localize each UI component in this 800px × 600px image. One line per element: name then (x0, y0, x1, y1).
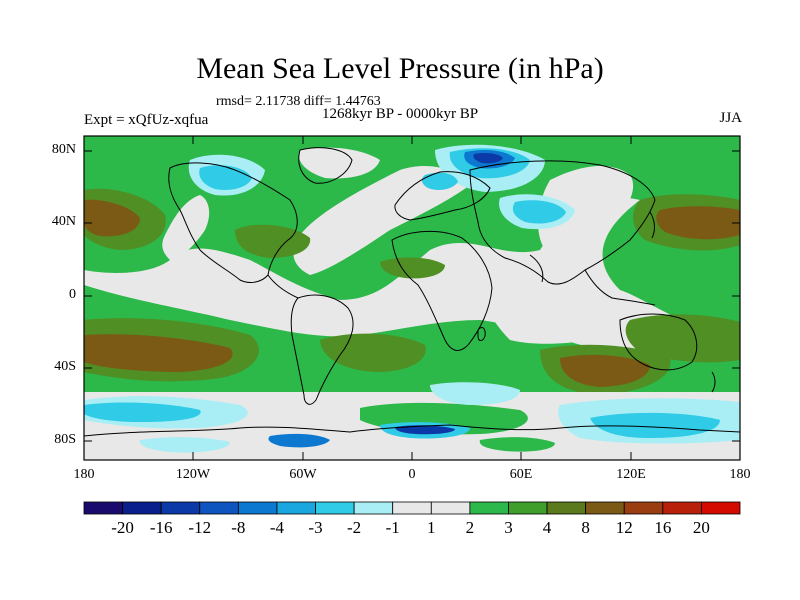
axis-ticks (84, 136, 740, 460)
field-olive-s-atlantic (320, 333, 426, 372)
season-label: JJA (719, 110, 742, 126)
field-cyan-south-west (84, 402, 201, 422)
pressure-field (84, 136, 740, 460)
field-brown-w-pacific (656, 206, 740, 240)
colorbar-box (508, 501, 548, 515)
field-brown-indian (560, 354, 650, 387)
lon-label-0: 0 (408, 467, 416, 482)
field-neutral-east-pacific (271, 298, 305, 326)
colorbar-label: -8 (231, 518, 246, 537)
colorbar-box (276, 501, 316, 515)
colorbar-label: -12 (188, 518, 212, 537)
lon-label-180-right: 180 (729, 467, 751, 482)
field-olive-n-atlantic (235, 224, 311, 258)
lon-label-60w: 60W (289, 467, 317, 482)
colorbar-label: -3 (308, 518, 323, 537)
coastlines (84, 147, 740, 437)
colorbar-box (392, 501, 432, 515)
colorbar-label: -2 (347, 518, 362, 537)
colorbar-label: -1 (385, 518, 400, 537)
coast-antarctica (84, 424, 740, 437)
coast-new-zealand (711, 371, 716, 393)
field-green-antarctica-mid (479, 437, 555, 452)
field-darkblue-antarctic-coast (395, 425, 455, 435)
colorbar-label: -4 (269, 518, 285, 537)
colorbar-label: 3 (504, 518, 513, 537)
colorbar-box (662, 501, 702, 515)
field-cyan-arctic-east (421, 172, 458, 190)
colorbar-box (701, 501, 741, 515)
field-olive-africa (380, 257, 445, 279)
coast-india (529, 254, 544, 283)
colorbar-box (122, 501, 162, 515)
coast-australia (619, 313, 698, 371)
colorbar-label: -20 (111, 518, 134, 537)
field-neutral-arctic (298, 147, 380, 179)
lon-label-180-left: 180 (73, 467, 95, 482)
coast-southeast-asia (584, 269, 656, 306)
colorbar-label: 1 (427, 518, 436, 537)
colorbar-box (199, 501, 239, 515)
coast-greenland (298, 147, 353, 184)
colorbar-label: 4 (542, 518, 552, 537)
colorbar-box (469, 501, 509, 515)
map-title: Mean Sea Level Pressure (in hPa) (196, 52, 604, 85)
coast-central-america (267, 274, 299, 299)
field-neutral-pacific-north (162, 195, 210, 260)
coast-japan (649, 211, 655, 239)
coast-asia (469, 160, 656, 285)
lon-label-120e: 120E (616, 467, 646, 482)
field-olive-s-pacific-east (625, 314, 740, 363)
colorbar-box (546, 501, 587, 515)
lat-label-40s: 40S (54, 359, 76, 374)
field-blue-antarctica-west (268, 433, 330, 448)
lat-label-80s: 80S (54, 432, 76, 447)
field-cyan-south-east (590, 412, 720, 438)
coast-madagascar (477, 327, 486, 341)
coast-north-america (168, 162, 298, 283)
colorbar-box (160, 501, 201, 515)
colorbar-label: -16 (149, 518, 173, 537)
colorbar-box (315, 501, 355, 515)
colorbar (83, 501, 741, 515)
lon-label-60e: 60E (509, 467, 533, 482)
coast-europe (394, 171, 491, 221)
time-period-label: 1268kyr BP - 0000kyr BP (322, 106, 479, 122)
field-lightblue-antarctica (139, 437, 230, 453)
field-lightblue-s-atlantic (430, 382, 520, 405)
colorbar-label: 8 (581, 518, 590, 537)
lat-label-40n: 40N (51, 214, 76, 229)
colorbar-label: 20 (692, 518, 710, 537)
colorbar-label: 12 (615, 518, 633, 537)
experiment-label: Expt = xQfUz-xqfua (84, 112, 209, 128)
coast-south-america (290, 294, 354, 405)
field-neutral-atlantic (293, 165, 470, 275)
lat-label-0: 0 (69, 287, 76, 302)
colorbar-box (237, 501, 278, 515)
lat-label-80n: 80N (51, 142, 76, 157)
field-neutral-indian (470, 258, 590, 344)
colorbar-label: 16 (654, 518, 672, 537)
field-darkblue-siberia (473, 153, 503, 164)
colorbar-box (585, 501, 625, 515)
field-neutral-asia (538, 165, 634, 252)
field-brown-s-pacific (84, 334, 233, 372)
coast-africa (391, 230, 493, 351)
rmsd-diff-stats: rmsd= 2.11738 diff= 1.44763 (216, 94, 381, 109)
colorbar-box (83, 501, 123, 515)
lon-label-120w: 120W (175, 467, 211, 482)
field-cyan-central-asia (512, 200, 566, 224)
colorbar-box (623, 501, 664, 515)
field-brown-n-pacific (84, 199, 140, 237)
colorbar-box (430, 501, 471, 515)
colorbar-box (353, 501, 394, 515)
colorbar-label: 2 (465, 518, 475, 537)
